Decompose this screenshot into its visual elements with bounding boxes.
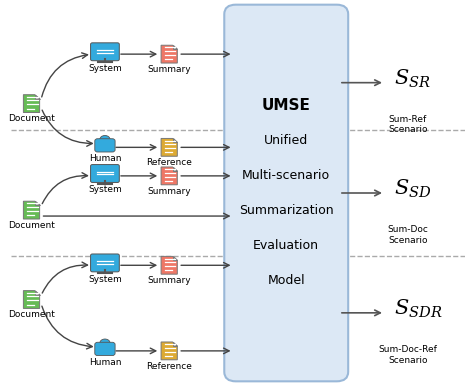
Text: Evaluation: Evaluation bbox=[253, 239, 319, 252]
Text: System: System bbox=[88, 185, 122, 195]
Text: Document: Document bbox=[8, 310, 55, 319]
Polygon shape bbox=[35, 95, 40, 99]
Text: Unified: Unified bbox=[264, 134, 308, 147]
Polygon shape bbox=[23, 95, 40, 112]
Text: Human: Human bbox=[89, 358, 121, 367]
Text: UMSE: UMSE bbox=[262, 98, 311, 113]
Text: Sum-Ref
Scenario: Sum-Ref Scenario bbox=[388, 115, 428, 134]
FancyBboxPatch shape bbox=[95, 342, 115, 356]
Text: Sum-Doc-Ref
Scenario: Sum-Doc-Ref Scenario bbox=[379, 345, 437, 365]
Text: System: System bbox=[88, 64, 122, 73]
Polygon shape bbox=[35, 291, 40, 295]
Polygon shape bbox=[161, 342, 177, 360]
FancyBboxPatch shape bbox=[95, 139, 115, 152]
Polygon shape bbox=[173, 256, 177, 260]
Text: $S_{SDR}$: $S_{SDR}$ bbox=[394, 298, 443, 320]
Text: Human: Human bbox=[89, 154, 121, 163]
Polygon shape bbox=[161, 45, 177, 63]
Text: Summary: Summary bbox=[147, 187, 191, 196]
Polygon shape bbox=[173, 167, 177, 171]
Text: $S_{SD}$: $S_{SD}$ bbox=[394, 178, 432, 200]
Text: Document: Document bbox=[8, 115, 55, 124]
Text: Reference: Reference bbox=[146, 362, 192, 371]
Text: Model: Model bbox=[267, 274, 305, 287]
FancyBboxPatch shape bbox=[91, 254, 119, 272]
Polygon shape bbox=[173, 342, 177, 346]
Text: System: System bbox=[88, 275, 122, 284]
Circle shape bbox=[100, 339, 110, 348]
Text: $S_{SR}$: $S_{SR}$ bbox=[394, 68, 431, 90]
FancyBboxPatch shape bbox=[91, 43, 119, 61]
Polygon shape bbox=[173, 45, 177, 49]
Polygon shape bbox=[161, 139, 177, 156]
Polygon shape bbox=[173, 139, 177, 142]
FancyBboxPatch shape bbox=[224, 5, 348, 381]
Polygon shape bbox=[23, 291, 40, 308]
Text: Summarization: Summarization bbox=[239, 204, 334, 217]
Text: Multi-scenario: Multi-scenario bbox=[242, 169, 330, 182]
Polygon shape bbox=[35, 201, 40, 205]
Text: Summary: Summary bbox=[147, 276, 191, 285]
Text: Summary: Summary bbox=[147, 65, 191, 74]
Text: Reference: Reference bbox=[146, 158, 192, 167]
FancyBboxPatch shape bbox=[91, 164, 119, 183]
Polygon shape bbox=[161, 167, 177, 185]
Polygon shape bbox=[23, 201, 40, 219]
Circle shape bbox=[100, 135, 110, 144]
Text: Sum-Doc
Scenario: Sum-Doc Scenario bbox=[388, 225, 428, 245]
Polygon shape bbox=[161, 256, 177, 274]
Text: Document: Document bbox=[8, 221, 55, 230]
